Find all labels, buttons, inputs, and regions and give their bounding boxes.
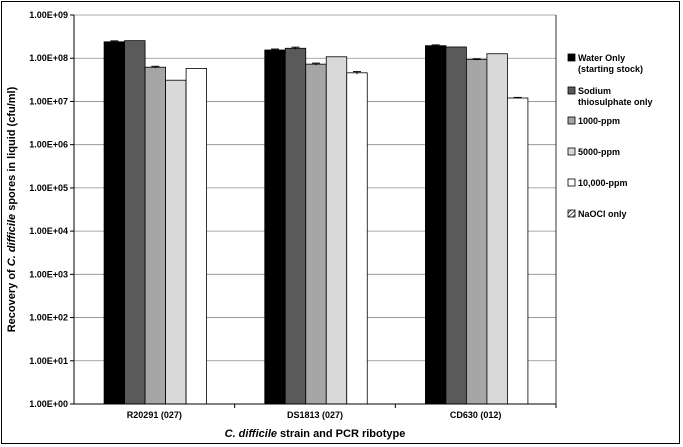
bar xyxy=(486,53,508,405)
bar xyxy=(124,40,146,405)
y-tick-label: 1.00E+09 xyxy=(29,10,68,20)
x-axis-title-part: C. difficile xyxy=(225,428,277,440)
legend-label: NaOCl only xyxy=(578,209,627,219)
bars xyxy=(103,40,529,405)
legend-swatch xyxy=(567,209,576,218)
y-tick-label: 1.00E+08 xyxy=(29,53,68,63)
legend-swatch xyxy=(567,116,576,125)
x-axis-title-part: strain and PCR ribotype xyxy=(277,428,405,440)
legend-label: Sodium xyxy=(578,86,611,96)
bar xyxy=(264,49,286,405)
legend-swatch xyxy=(567,86,576,95)
bar xyxy=(445,46,467,405)
y-axis-title-part: C. difficile xyxy=(6,214,18,266)
y-tick-labels: 1.00E+00 1.00E+01 1.00E+02 1.00E+03 1.00E+04… xyxy=(29,10,68,409)
legend-label: Water Only xyxy=(578,53,625,63)
bar xyxy=(185,68,207,405)
bar xyxy=(165,79,187,405)
x-tick-label: R20291 (027) xyxy=(127,410,182,420)
legend-label: 1000-ppm xyxy=(578,116,620,126)
y-tick-label: 1.00E+02 xyxy=(29,313,68,323)
bar xyxy=(425,45,447,405)
x-tick-label: DS1813 (027) xyxy=(287,410,343,420)
legend-swatch xyxy=(567,147,576,156)
y-axis-title-part: Recovery of xyxy=(6,266,18,332)
y-tick-label: 1.00E+01 xyxy=(29,356,68,366)
x-tick-labels: R20291 (027) DS1813 (027) CD630 (012) xyxy=(127,410,502,420)
bar xyxy=(507,97,529,405)
legend-label: 10,000-ppm xyxy=(578,178,628,188)
bar xyxy=(346,72,368,405)
y-axis-title-part: spores in liquid (cfu/ml) xyxy=(6,86,18,213)
legend-label: (starting stock) xyxy=(578,64,643,74)
y-tick-label: 1.00E+00 xyxy=(29,399,68,409)
bar xyxy=(466,59,488,405)
bar xyxy=(144,66,166,405)
legend: Water Only(starting stock) Sodiumthiosulp… xyxy=(567,53,653,219)
y-tick-label: 1.00E+06 xyxy=(29,140,68,150)
legend-label: thiosulphate only xyxy=(578,97,653,107)
y-tick-label: 1.00E+03 xyxy=(29,269,68,279)
legend-swatch xyxy=(567,178,576,187)
legend-swatch xyxy=(567,53,576,62)
bar xyxy=(305,63,327,405)
y-axis-title: Recovery of C. difficile spores in liqui… xyxy=(6,86,18,332)
y-tick-label: 1.00E+04 xyxy=(29,226,68,236)
legend-label: 5000-ppm xyxy=(578,147,620,157)
y-tick-label: 1.00E+05 xyxy=(29,183,68,193)
bar xyxy=(325,56,348,405)
bar xyxy=(284,47,307,405)
x-axis-title: C. difficile strain and PCR ribotype xyxy=(225,428,406,440)
x-tick-label: CD630 (012) xyxy=(450,410,502,420)
bar xyxy=(103,41,125,405)
y-tick-label: 1.00E+07 xyxy=(29,96,68,106)
axes xyxy=(70,14,557,408)
